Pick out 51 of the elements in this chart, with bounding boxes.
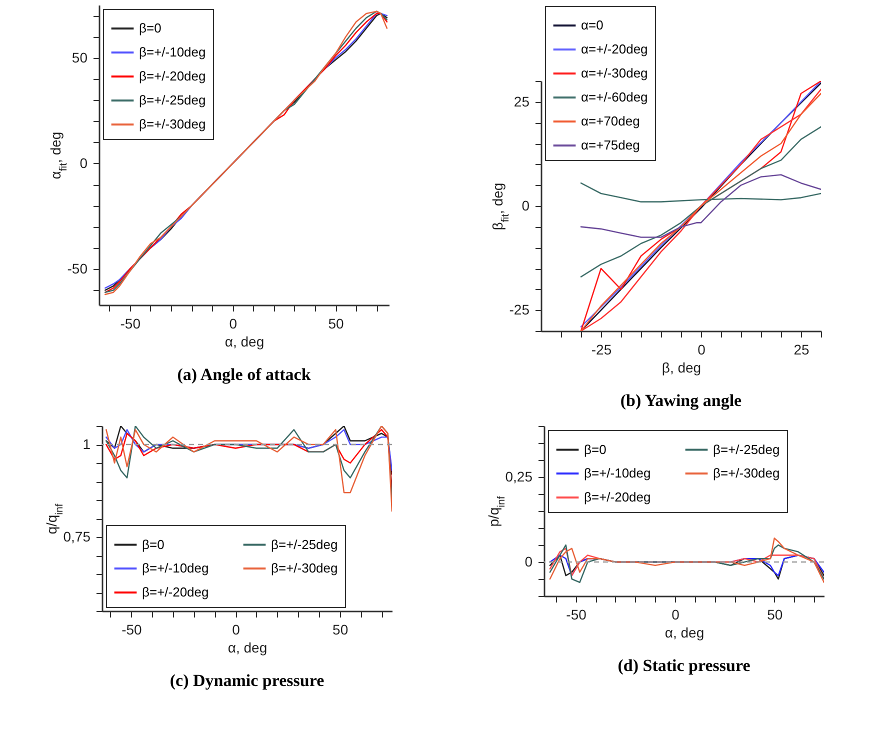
legend-label: β=+/-10deg (139, 44, 206, 60)
legend-label: β=0 (142, 536, 164, 552)
text: (d) Static pressure (618, 656, 751, 675)
legend-label: α=0 (580, 18, 603, 32)
y-tick-label: 0 (521, 198, 530, 214)
x-tick-label: 0 (672, 606, 680, 622)
legend-label: β=+/-25deg (139, 92, 206, 108)
legend-label: α=+75deg (580, 138, 640, 152)
legend-label: β=0 (584, 442, 606, 457)
legend-label: α=+/-20deg (580, 42, 648, 56)
y-tick-label: 25 (513, 93, 530, 110)
legend-label: β=+/-30deg (713, 466, 780, 480)
legend-label: β=0 (139, 20, 162, 36)
text: (b) Yawing angle (620, 391, 742, 410)
y-tick-label: -25 (508, 302, 530, 318)
text: (a) Angle of attack (177, 365, 312, 384)
legend-label: β=+/-20deg (139, 68, 206, 84)
legend-label: β=+/-10deg (142, 560, 209, 576)
x-axis-title: β, deg (661, 360, 701, 376)
x-tick-label: 0 (229, 316, 238, 332)
x-tick-label: 50 (328, 316, 344, 332)
legend-label: β=+/-25deg (713, 442, 780, 457)
legend-label: β=+/-20deg (584, 490, 651, 504)
legend-label: β=+/-30deg (139, 116, 206, 132)
x-tick-label: -50 (566, 606, 587, 622)
x-tick-label: 0 (232, 622, 240, 638)
x-axis-title: α, deg (664, 624, 704, 640)
legend-label: β=+/-20deg (142, 584, 209, 600)
x-tick-label: 50 (767, 606, 783, 622)
y-tick-label: 50 (72, 49, 88, 66)
y-tick-label: 1 (82, 436, 91, 452)
y-tick-label: 0,25 (505, 468, 533, 484)
x-axis-title: α, deg (228, 640, 268, 656)
y-tick-label: -50 (67, 260, 88, 277)
legend-label: β=+/-10deg (584, 466, 651, 480)
text: (c) Dynamic pressure (170, 671, 325, 690)
legend-label: β=+/-30deg (271, 560, 338, 576)
legend-label: α=+/-60deg (580, 90, 648, 104)
x-tick-label: -50 (120, 316, 141, 332)
legend-label: α=+70deg (580, 114, 640, 128)
y-tick-label: 0 (80, 154, 88, 171)
y-tick-label: 0,75 (63, 528, 91, 544)
legend-label: β=+/-25deg (271, 536, 338, 552)
x-tick-label: 0 (697, 342, 706, 358)
legend-label: α=+/-30deg (580, 66, 648, 80)
x-axis-title: α, deg (224, 334, 264, 350)
x-tick-label: 25 (793, 342, 809, 358)
x-tick-label: -50 (122, 622, 142, 638)
x-tick-label: -25 (590, 342, 612, 358)
x-tick-label: 50 (332, 622, 348, 638)
y-tick-label: 0 (524, 554, 533, 570)
